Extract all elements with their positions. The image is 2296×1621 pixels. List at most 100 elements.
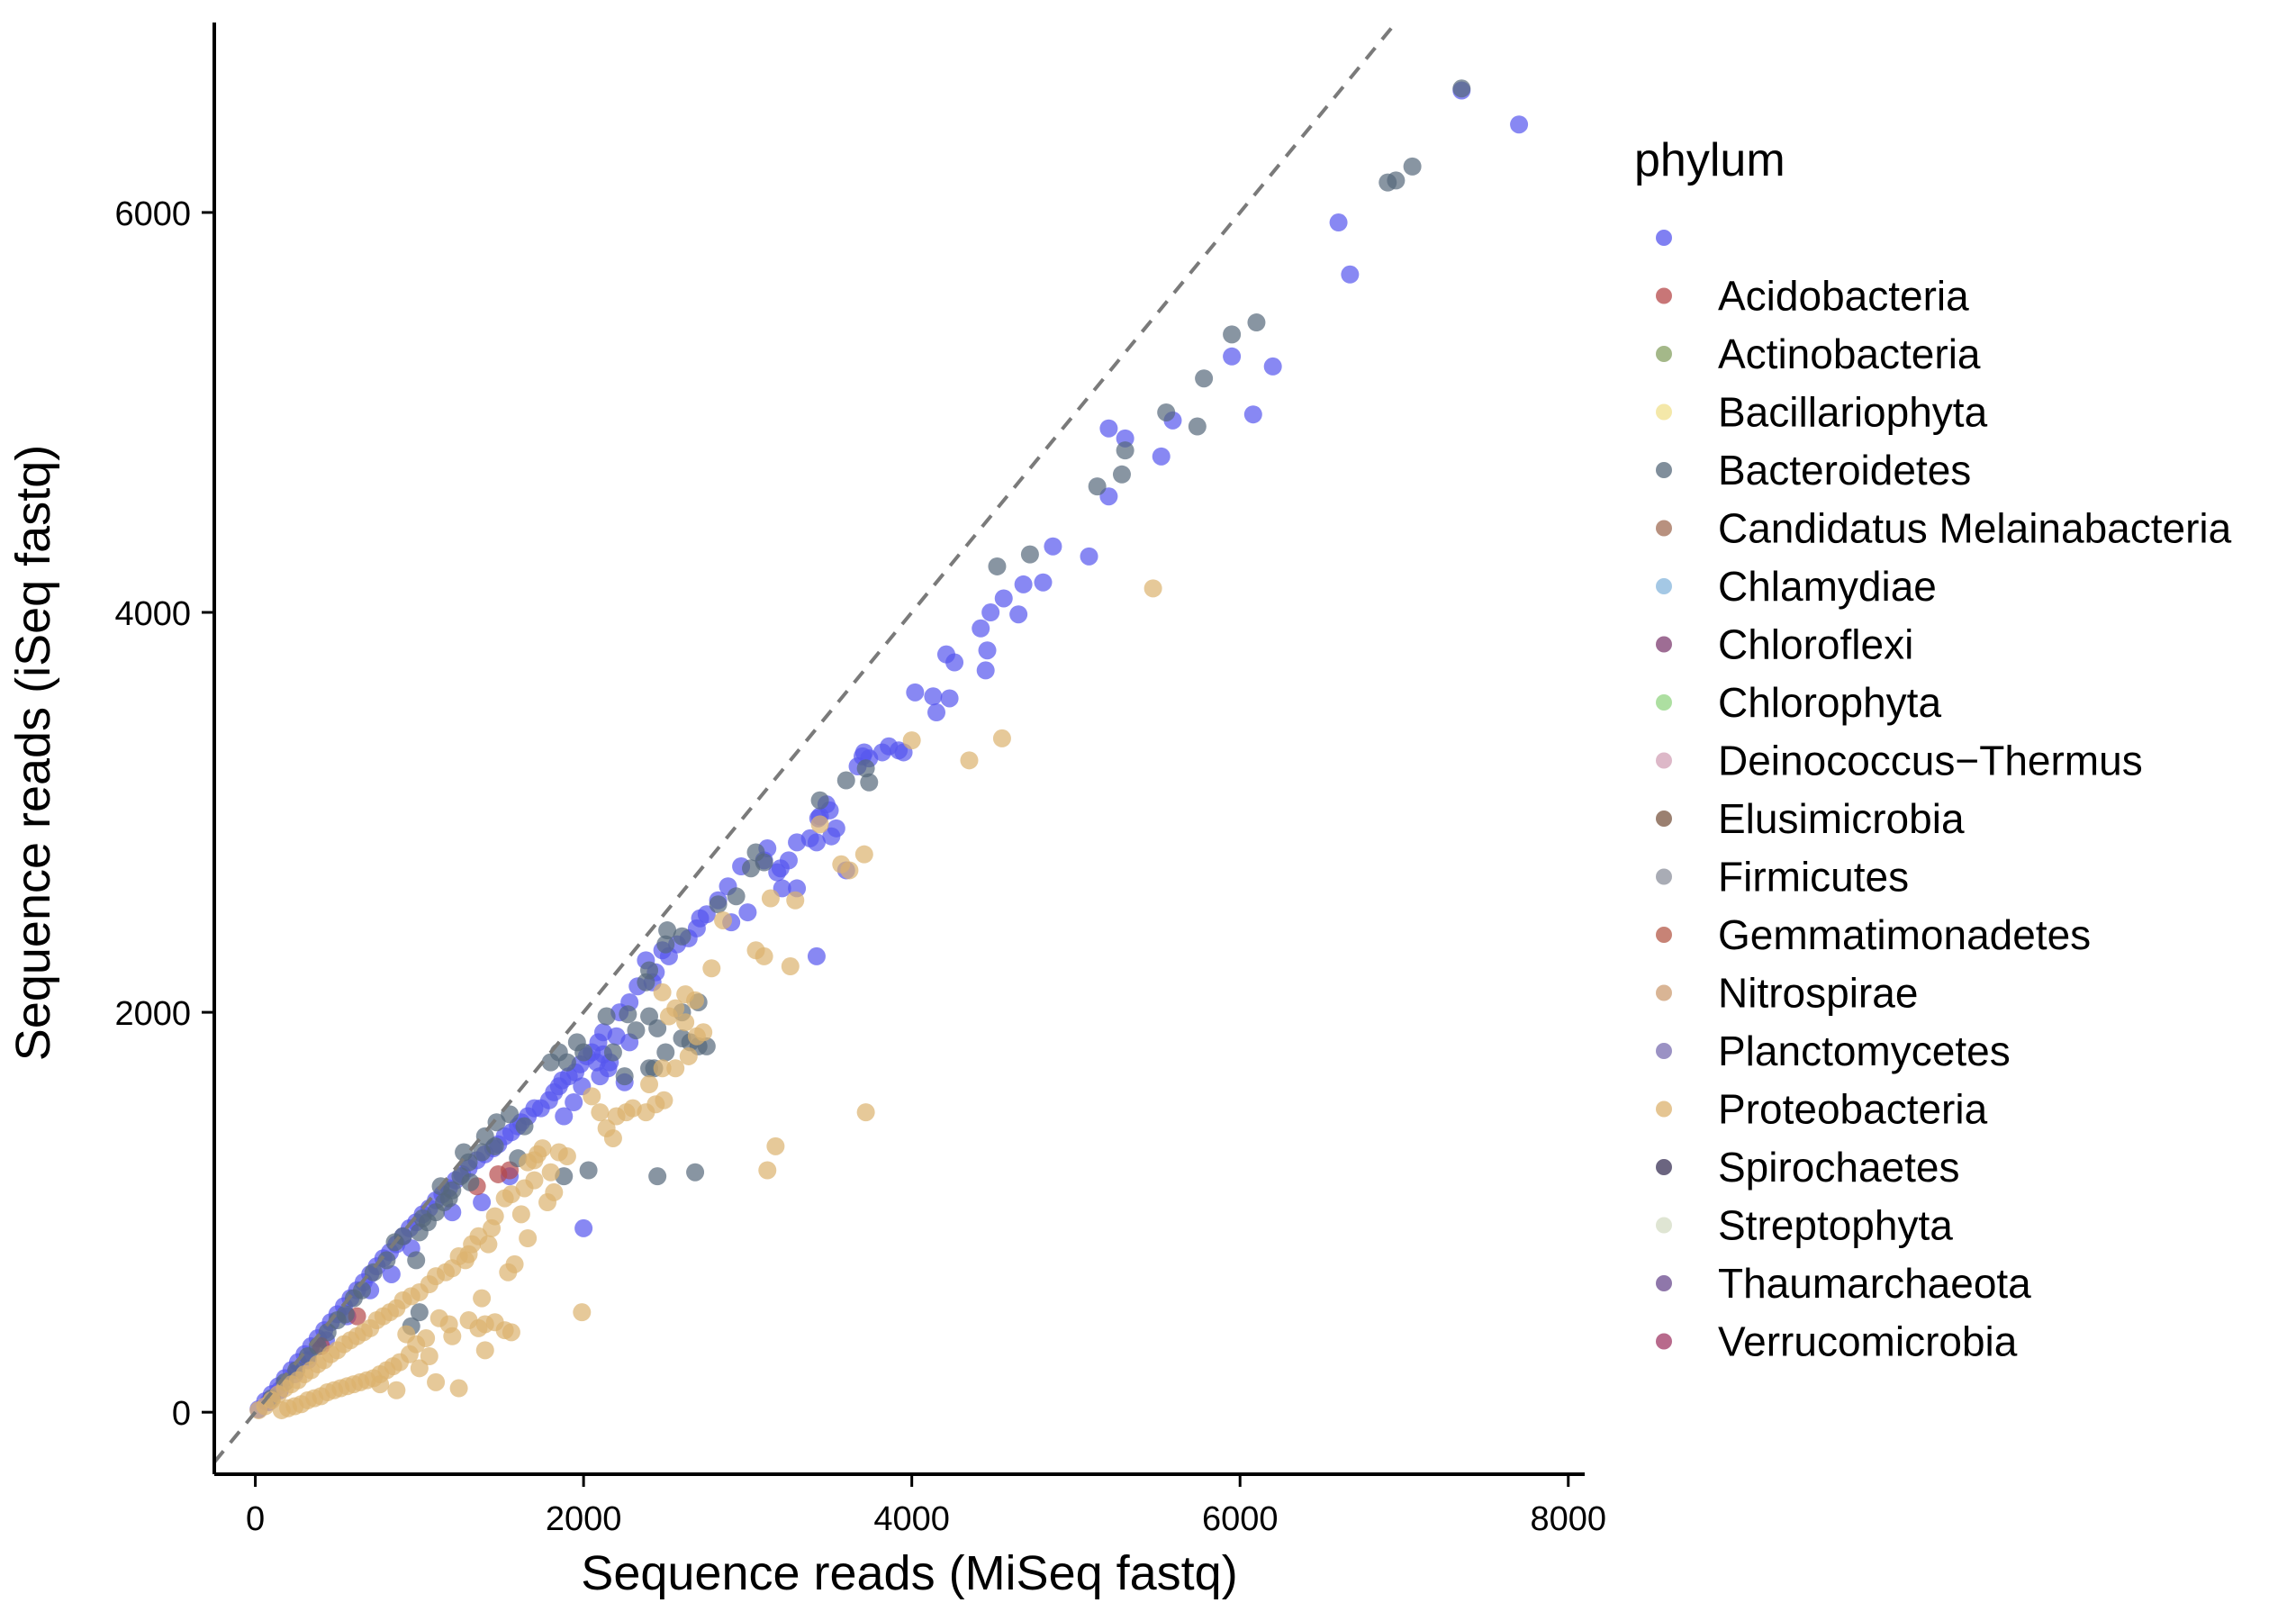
data-point <box>687 1027 706 1046</box>
legend-label: Streptophyta <box>1718 1202 1953 1249</box>
legend-swatch <box>1656 520 1672 537</box>
data-point <box>1088 477 1107 496</box>
data-point <box>960 751 979 770</box>
y-tick-label: 6000 <box>114 195 191 233</box>
y-axis-title: Sequence reads (iSeq fastq) <box>6 445 60 1061</box>
data-point <box>637 973 655 992</box>
data-point <box>658 921 677 940</box>
x-tick-label: 6000 <box>1202 1500 1279 1538</box>
data-point <box>487 1113 506 1132</box>
data-point <box>387 1381 406 1399</box>
data-point <box>272 1400 291 1419</box>
data-point <box>591 1067 610 1086</box>
legend-label: Bacillariophyta <box>1718 389 1988 436</box>
data-point <box>1080 547 1098 566</box>
data-point <box>489 1164 508 1183</box>
legend-swatch <box>1656 810 1672 827</box>
data-point <box>410 1223 429 1242</box>
data-point <box>758 1161 777 1180</box>
data-point <box>318 1323 337 1342</box>
legend-items: Acidobacteria Actinobacteria Bacillariophy… <box>1656 230 2232 1365</box>
data-point <box>659 1007 678 1026</box>
data-point <box>519 1153 538 1172</box>
data-point <box>906 683 925 702</box>
data-point <box>653 983 672 1001</box>
data-point <box>485 1137 504 1155</box>
data-point <box>994 589 1013 608</box>
legend-label: Candidatus Melainabacteria <box>1718 505 2232 552</box>
legend-swatch <box>1656 636 1672 653</box>
data-point <box>579 1161 598 1180</box>
legend-swatch <box>1656 1159 1672 1175</box>
data-point <box>473 1289 492 1308</box>
data-point <box>364 1263 383 1281</box>
data-point <box>557 1053 576 1072</box>
legend-label: Nitrospirae <box>1718 970 1918 1017</box>
data-point <box>420 1346 438 1365</box>
data-point <box>1116 441 1134 460</box>
legend-label: Verrucomicrobia <box>1718 1318 2018 1365</box>
data-point <box>640 1007 659 1026</box>
data-point <box>656 935 675 954</box>
legend-label: Chlorophyta <box>1718 679 1941 726</box>
data-point <box>541 1053 560 1072</box>
data-point <box>574 1218 593 1237</box>
data-point <box>597 1118 616 1137</box>
identity-reference-line <box>212 21 1397 1463</box>
data-point <box>413 1209 432 1227</box>
data-point <box>702 959 721 978</box>
data-point <box>727 887 746 906</box>
legend-swatch <box>1656 346 1672 362</box>
legend-swatch <box>1656 287 1672 304</box>
x-tick-label: 8000 <box>1530 1500 1606 1538</box>
data-point <box>972 619 990 638</box>
data-point <box>1452 79 1471 98</box>
data-point <box>495 1189 514 1208</box>
data-point <box>836 771 855 790</box>
data-point <box>515 1117 534 1136</box>
legend-label: Deinococcus−Thermus <box>1718 738 2143 784</box>
data-point <box>615 1067 634 1086</box>
legend-label: Chlamydiae <box>1718 563 1937 610</box>
data-point <box>686 1163 705 1182</box>
data-point <box>410 1359 429 1378</box>
legend-label: Elusimicrobia <box>1718 795 1965 842</box>
data-point <box>1243 405 1262 424</box>
data-point <box>603 1043 622 1062</box>
data-point <box>607 1107 626 1126</box>
data-point <box>978 641 997 660</box>
data-point <box>738 903 757 922</box>
data-point <box>459 1311 478 1330</box>
data-point <box>656 1043 675 1062</box>
legend-label: Thaumarchaeota <box>1718 1260 2031 1307</box>
legend-label: Firmicutes <box>1718 854 1909 901</box>
data-point <box>449 1379 468 1398</box>
legend-swatch <box>1656 927 1672 943</box>
data-point <box>1379 173 1397 192</box>
data-point <box>1223 325 1242 344</box>
data-point <box>1247 313 1266 332</box>
legend-label: Gemmatimonadetes <box>1718 911 2091 958</box>
data-point <box>519 1228 538 1247</box>
data-point <box>807 946 826 965</box>
y-tick-label: 2000 <box>114 995 191 1033</box>
data-point <box>1263 357 1282 376</box>
data-point <box>597 1007 616 1026</box>
x-axis-title: Sequence reads (MiSeq fastq) <box>581 1546 1237 1600</box>
data-point <box>427 1372 446 1391</box>
data-point <box>810 791 829 810</box>
data-point <box>810 815 829 834</box>
data-point <box>1143 579 1162 598</box>
data-point <box>860 773 879 792</box>
data-point <box>856 759 875 778</box>
legend-swatch <box>1656 403 1672 421</box>
data-point <box>1009 605 1028 624</box>
data-point <box>640 1059 659 1078</box>
data-point <box>407 1251 426 1270</box>
x-tick-label: 0 <box>246 1500 265 1538</box>
data-point <box>1099 419 1118 438</box>
data-point <box>832 855 851 874</box>
y-axis-ticks: 0 2000 4000 6000 <box>114 195 214 1433</box>
data-point <box>1223 347 1242 366</box>
data-point <box>475 1341 494 1360</box>
